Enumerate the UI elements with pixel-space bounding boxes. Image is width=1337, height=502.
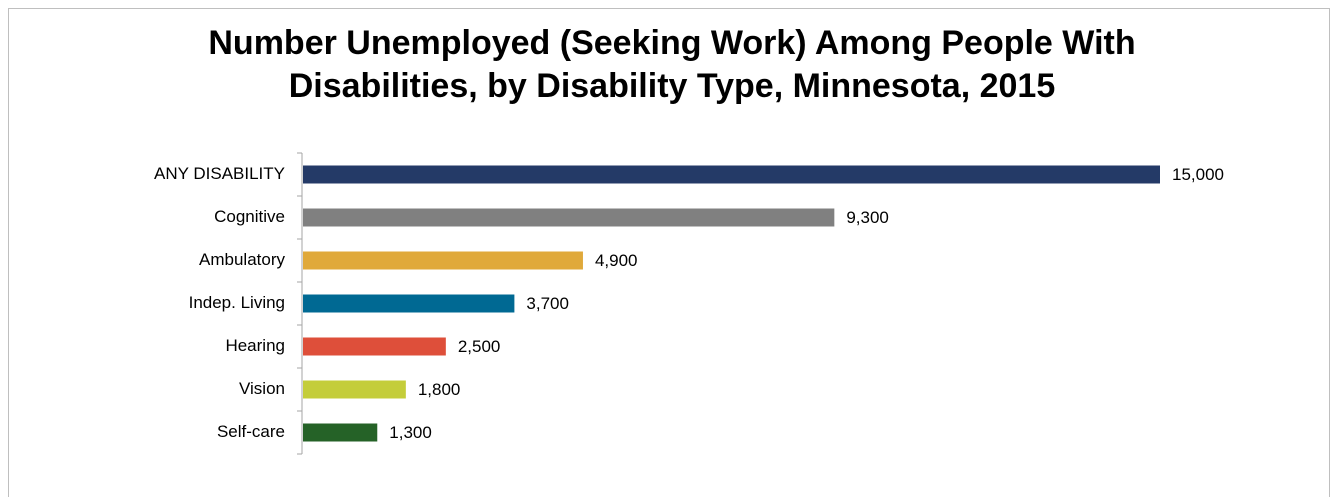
value-label: 2,500 [458,337,501,356]
value-label: 1,300 [389,423,432,442]
chart-title: Number Unemployed (Seeking Work) Among P… [208,24,1135,62]
frame [8,8,1330,502]
value-label: 9,300 [846,208,889,227]
category-label: Indep. Living [189,293,285,312]
category-label: Vision [239,379,285,398]
category-label: Hearing [225,336,285,355]
category-label: Self-care [217,422,285,441]
category-label: Ambulatory [199,250,285,269]
chart-title: Disabilities, by Disability Type, Minnes… [289,67,1056,105]
category-label: ANY DISABILITY [154,164,285,183]
category-label: Cognitive [214,207,285,226]
value-label: 1,800 [418,380,461,399]
bar [303,208,835,227]
value-label: 4,900 [595,251,638,270]
bar [303,337,446,356]
bar [303,251,583,270]
bar [303,380,406,399]
bar [303,165,1160,184]
value-label: 3,700 [526,294,569,313]
bar [303,294,515,313]
value-label: 15,000 [1172,165,1224,184]
bar [303,423,378,442]
